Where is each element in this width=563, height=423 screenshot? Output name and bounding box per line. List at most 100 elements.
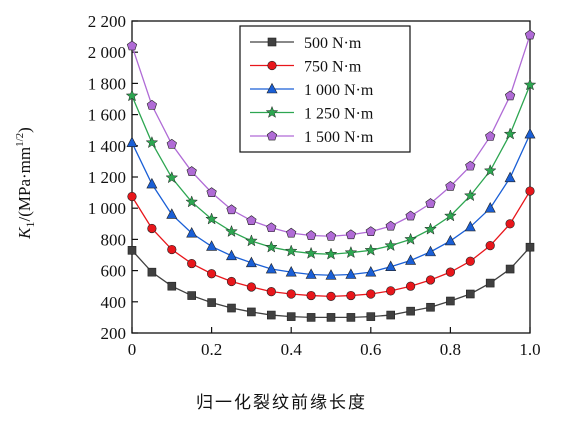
- y-tick-label: 400: [101, 293, 127, 312]
- data-point: [246, 215, 257, 226]
- data-point: [425, 275, 436, 285]
- data-point: [266, 130, 278, 141]
- data-point: [505, 219, 515, 229]
- y-axis-label-sub: 1: [23, 222, 37, 228]
- series-layer: [125, 29, 537, 322]
- legend-label: 750 N·m: [304, 59, 362, 76]
- x-tick-label: 0.8: [440, 340, 461, 359]
- x-tick-label: 0.6: [360, 340, 381, 359]
- data-point: [366, 289, 376, 299]
- data-point: [386, 286, 396, 296]
- data-point: [226, 276, 237, 287]
- data-point: [126, 40, 138, 51]
- data-point: [165, 171, 179, 184]
- data-point: [285, 266, 297, 277]
- y-tick-label: 1 600: [88, 106, 126, 125]
- data-point: [205, 212, 218, 225]
- data-point: [465, 289, 475, 299]
- data-point: [326, 313, 336, 322]
- data-point: [266, 222, 277, 233]
- data-point: [207, 269, 217, 279]
- data-point: [386, 310, 396, 320]
- legend-entry: 1 500 N·m: [250, 129, 374, 146]
- data-point: [146, 177, 158, 189]
- data-point: [167, 244, 177, 255]
- data-point: [345, 268, 357, 279]
- data-point: [245, 256, 257, 268]
- data-point: [326, 291, 336, 301]
- data-point: [484, 202, 496, 213]
- axes: 0 0.2 0.4 0.6 0.8 1.0 200 400 600 800 1 000 1 200 1 …: [88, 12, 541, 359]
- data-point: [465, 256, 475, 266]
- data-point: [225, 224, 238, 238]
- legend-label: 1 250 N·m: [304, 106, 374, 123]
- y-tick-label: 1 200: [88, 168, 126, 187]
- data-point: [167, 281, 177, 291]
- legend-entry: 1 250 N·m: [250, 106, 374, 123]
- legend-label: 1 500 N·m: [304, 129, 374, 146]
- data-point: [126, 136, 138, 147]
- data-point: [485, 241, 495, 251]
- data-point: [125, 89, 139, 102]
- data-point: [504, 90, 516, 101]
- legend-entry: 1 000 N·m: [250, 82, 374, 99]
- data-point: [445, 267, 456, 277]
- data-point: [264, 240, 278, 253]
- data-point: [444, 209, 457, 222]
- data-point: [524, 29, 536, 40]
- data-point: [245, 234, 258, 247]
- y-tick-label: 800: [101, 230, 127, 249]
- data-point: [485, 278, 495, 288]
- data-point: [424, 222, 437, 235]
- data-point: [445, 180, 456, 191]
- data-point: [464, 220, 476, 232]
- x-axis-label: 归一化裂纹前缘长度: [196, 393, 367, 413]
- legend-entry: 500 N·m: [250, 35, 362, 52]
- data-point: [405, 210, 416, 221]
- data-point: [463, 188, 477, 202]
- data-point: [206, 187, 217, 197]
- y-tick-label: 600: [101, 262, 127, 281]
- series-1: [127, 242, 535, 322]
- data-point: [306, 290, 316, 301]
- data-point: [127, 191, 137, 202]
- data-point: [166, 208, 178, 219]
- data-point: [465, 160, 476, 171]
- data-point: [406, 306, 415, 316]
- data-point: [425, 245, 436, 257]
- legend-label: 1 000 N·m: [304, 82, 374, 99]
- data-point: [523, 78, 537, 91]
- data-point: [365, 226, 376, 236]
- series-3: [126, 127, 536, 280]
- data-point: [385, 220, 396, 231]
- data-point: [265, 105, 279, 118]
- data-point: [325, 269, 337, 280]
- x-tick-label: 0: [128, 340, 137, 359]
- data-point: [284, 244, 298, 257]
- data-point: [345, 229, 357, 240]
- data-point: [286, 289, 296, 299]
- data-point: [266, 310, 276, 320]
- y-axis-label-unit: /(MPa·mm: [15, 147, 34, 222]
- data-point: [286, 227, 297, 238]
- y-tick-label: 1 000: [88, 199, 126, 218]
- series-5: [126, 29, 536, 241]
- data-point: [344, 245, 358, 259]
- series-4: [125, 78, 537, 260]
- series-2: [127, 186, 535, 301]
- data-point: [147, 267, 157, 277]
- data-point: [483, 164, 497, 177]
- data-point: [267, 60, 277, 71]
- data-point: [505, 264, 515, 274]
- data-point: [246, 282, 256, 292]
- data-point: [425, 198, 436, 208]
- data-point: [446, 296, 455, 306]
- y-axis-label-exp: 1/2: [14, 133, 26, 147]
- data-point: [346, 290, 356, 301]
- data-point: [364, 243, 378, 256]
- data-point: [406, 281, 416, 291]
- data-point: [186, 166, 197, 176]
- data-point: [127, 246, 137, 255]
- y-tick-label: 2 000: [88, 43, 126, 62]
